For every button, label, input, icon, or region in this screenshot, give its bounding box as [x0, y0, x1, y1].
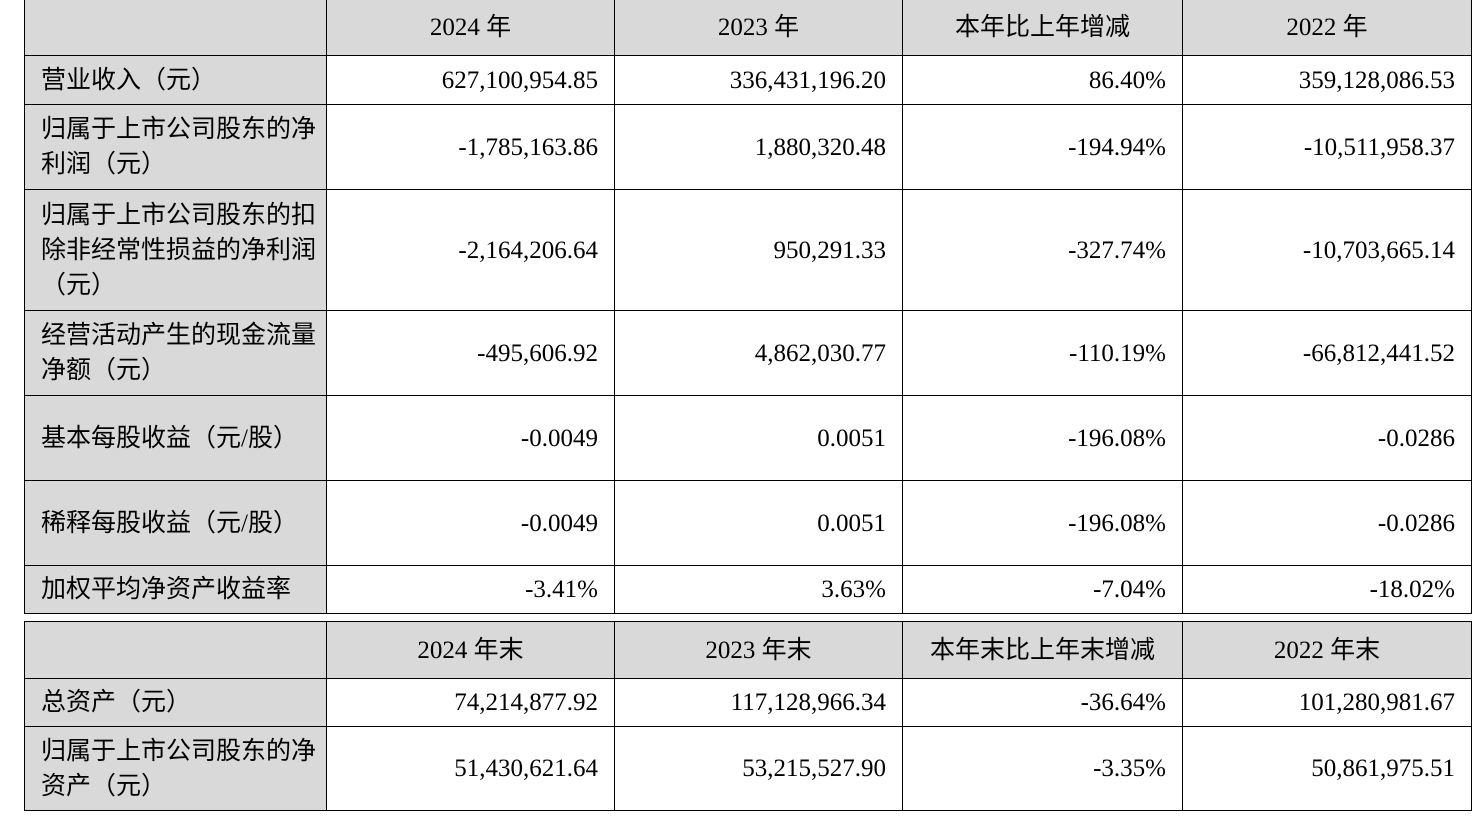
cell-2023: 0.0051: [614, 480, 903, 566]
row-label: 归属于上市公司股东的净资产（元）: [24, 726, 327, 811]
cell-2022: 359,128,086.53: [1182, 55, 1472, 105]
table-row: 总资产（元） 74,214,877.92 117,128,966.34 -36.…: [24, 678, 1472, 727]
cell-2023: 1,880,320.48: [614, 104, 903, 190]
header-2022-end: 2022 年末: [1182, 621, 1472, 679]
table-row: 稀释每股收益（元/股） -0.0049 0.0051 -196.08% -0.0…: [24, 480, 1472, 566]
header-2024: 2024 年: [326, 0, 615, 56]
cell-2023: 336,431,196.20: [614, 55, 903, 105]
cell-2024: -2,164,206.64: [326, 189, 615, 311]
header-yoy-change: 本年比上年增减: [902, 0, 1183, 56]
cell-2022: -10,703,665.14: [1182, 189, 1472, 311]
cell-2022: -10,511,958.37: [1182, 104, 1472, 190]
cell-change: -110.19%: [902, 310, 1183, 396]
cell-change: -3.35%: [902, 726, 1183, 811]
header-corner-cell: [24, 0, 327, 56]
cell-2023: 3.63%: [614, 565, 903, 614]
table-row: 经营活动产生的现金流量净额（元） -495,606.92 4,862,030.7…: [24, 310, 1472, 396]
header-2024-end: 2024 年末: [326, 621, 615, 679]
table-row: 归属于上市公司股东的净利润（元） -1,785,163.86 1,880,320…: [24, 104, 1472, 190]
cell-change: -196.08%: [902, 395, 1183, 481]
header-2022: 2022 年: [1182, 0, 1472, 56]
cell-2022-end: 50,861,975.51: [1182, 726, 1472, 811]
row-label: 经营活动产生的现金流量净额（元）: [24, 310, 327, 396]
table-header-row: 2024 年末 2023 年末 本年末比上年末增减 2022 年末: [24, 621, 1472, 679]
row-label: 总资产（元）: [24, 678, 327, 727]
table-row: 营业收入（元） 627,100,954.85 336,431,196.20 86…: [24, 55, 1472, 105]
row-label: 归属于上市公司股东的扣除非经常性损益的净利润（元）: [24, 189, 327, 311]
cell-2022: -66,812,441.52: [1182, 310, 1472, 396]
cell-2023: 0.0051: [614, 395, 903, 481]
cell-2022-end: 101,280,981.67: [1182, 678, 1472, 727]
cell-change: -194.94%: [902, 104, 1183, 190]
cell-2024: -0.0049: [326, 480, 615, 566]
cell-2022: -18.02%: [1182, 565, 1472, 614]
table-header-row: 2024 年 2023 年 本年比上年增减 2022 年: [24, 0, 1472, 56]
cell-2023-end: 53,215,527.90: [614, 726, 903, 811]
cell-change: 86.40%: [902, 55, 1183, 105]
header-ye-change: 本年末比上年末增减: [902, 621, 1183, 679]
cell-2022: -0.0286: [1182, 480, 1472, 566]
header-2023-end: 2023 年末: [614, 621, 903, 679]
cell-2024: -3.41%: [326, 565, 615, 614]
row-label: 归属于上市公司股东的净利润（元）: [24, 104, 327, 190]
financial-summary-table: 2024 年 2023 年 本年比上年增减 2022 年 营业收入（元） 627…: [24, 0, 1472, 614]
row-label: 加权平均净资产收益率: [24, 565, 327, 614]
cell-2024: -0.0049: [326, 395, 615, 481]
row-label: 稀释每股收益（元/股）: [24, 480, 327, 566]
table-row: 归属于上市公司股东的净资产（元） 51,430,621.64 53,215,52…: [24, 726, 1472, 811]
row-label: 基本每股收益（元/股）: [24, 395, 327, 481]
cell-2023-end: 117,128,966.34: [614, 678, 903, 727]
cell-2024: -1,785,163.86: [326, 104, 615, 190]
table-row: 基本每股收益（元/股） -0.0049 0.0051 -196.08% -0.0…: [24, 395, 1472, 481]
header-corner-cell: [24, 621, 327, 679]
cell-2024-end: 74,214,877.92: [326, 678, 615, 727]
cell-2024: -495,606.92: [326, 310, 615, 396]
cell-2024-end: 51,430,621.64: [326, 726, 615, 811]
table-row: 归属于上市公司股东的扣除非经常性损益的净利润（元） -2,164,206.64 …: [24, 189, 1472, 311]
row-label: 营业收入（元）: [24, 55, 327, 105]
balance-summary-table: 2024 年末 2023 年末 本年末比上年末增减 2022 年末 总资产（元）…: [24, 621, 1472, 811]
cell-change: -196.08%: [902, 480, 1183, 566]
cell-2023: 950,291.33: [614, 189, 903, 311]
header-2023: 2023 年: [614, 0, 903, 56]
cell-2024: 627,100,954.85: [326, 55, 615, 105]
table-row: 加权平均净资产收益率 -3.41% 3.63% -7.04% -18.02%: [24, 565, 1472, 614]
cell-change: -7.04%: [902, 565, 1183, 614]
cell-2023: 4,862,030.77: [614, 310, 903, 396]
cell-2022: -0.0286: [1182, 395, 1472, 481]
cell-change: -36.64%: [902, 678, 1183, 727]
cell-change: -327.74%: [902, 189, 1183, 311]
